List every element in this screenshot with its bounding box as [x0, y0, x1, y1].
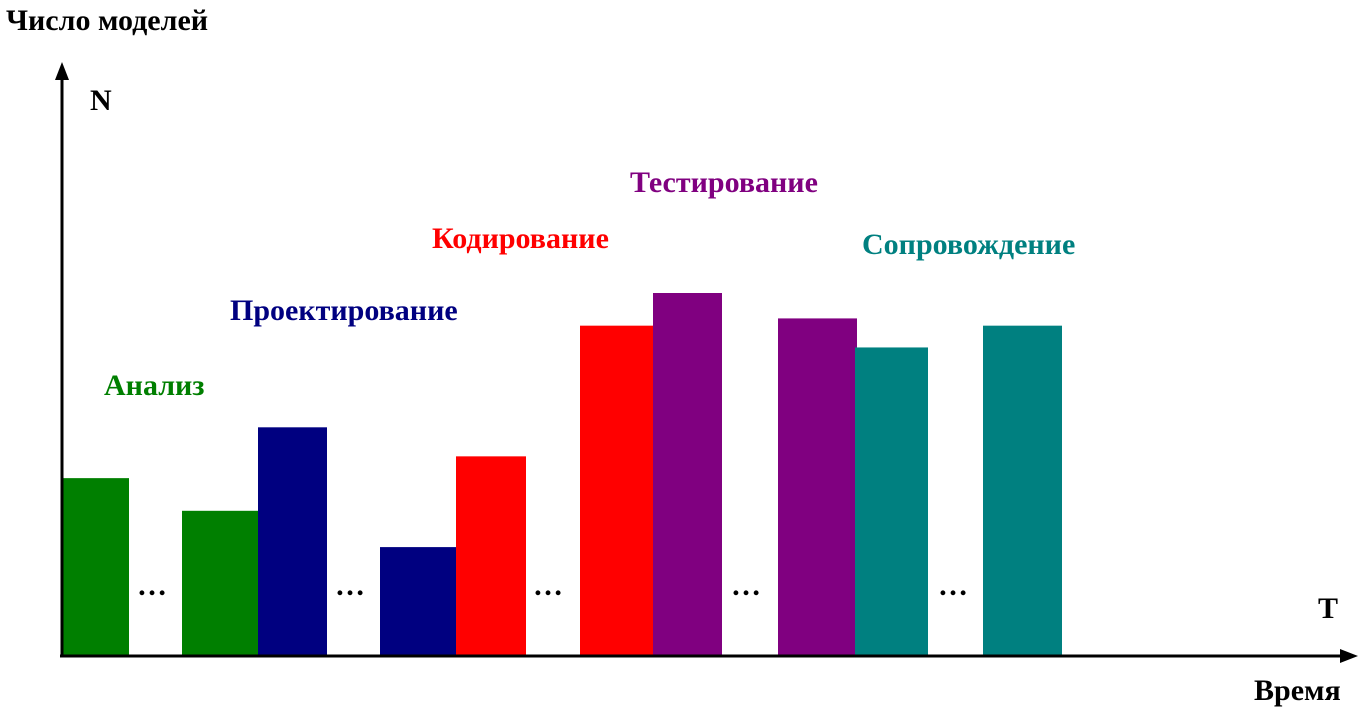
x-axis-symbol: T	[1318, 592, 1338, 625]
bar-analysis-1	[62, 478, 129, 656]
chart-title: Число моделей	[6, 4, 208, 37]
x-axis-arrow	[1340, 649, 1358, 663]
ellipsis-3: …	[533, 569, 563, 602]
bars-group	[62, 293, 1062, 656]
phase-label-maintenance: Сопровождение	[862, 228, 1075, 261]
bar-analysis-2	[182, 510, 258, 656]
phase-label-analysis: Анализ	[104, 369, 204, 402]
bar-maintenance-2	[983, 325, 1062, 656]
bar-maintenance-1	[855, 347, 928, 656]
ellipsis-1: …	[137, 569, 167, 602]
bar-coding-1	[456, 456, 526, 656]
phase-labels-group: Анализ Проектирование Кодирование Тестирова…	[104, 166, 1075, 402]
phase-label-coding: Кодирование	[432, 222, 609, 255]
y-axis-symbol: N	[90, 84, 112, 117]
ellipsis-5: …	[938, 569, 968, 602]
bar-design-1	[258, 427, 327, 656]
bar-design-2	[380, 547, 456, 656]
bar-coding-2	[580, 325, 653, 656]
ellipsis-4: …	[731, 569, 761, 602]
bar-testing-2	[778, 318, 857, 656]
ellipsis-2: …	[335, 569, 365, 602]
x-axis-label: Время	[1254, 674, 1341, 707]
phase-label-design: Проектирование	[230, 294, 458, 327]
phase-label-testing: Тестирование	[630, 166, 818, 199]
ellipsis-group: … … … … …	[137, 569, 968, 602]
y-axis-arrow	[55, 62, 69, 80]
bar-testing-1	[653, 293, 722, 656]
